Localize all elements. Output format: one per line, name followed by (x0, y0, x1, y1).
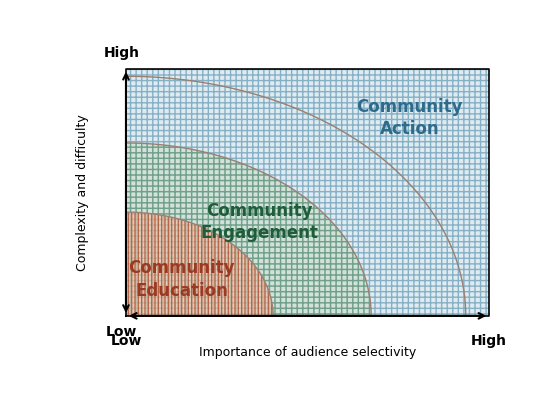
Bar (126, 69, 489, 316)
Text: Community
Education: Community Education (129, 259, 235, 300)
Text: High: High (471, 334, 507, 348)
Polygon shape (126, 143, 371, 316)
Polygon shape (126, 212, 273, 316)
Text: Community
Engagement: Community Engagement (200, 202, 318, 242)
Text: Complexity and difficulty: Complexity and difficulty (76, 114, 89, 271)
Bar (126, 69, 489, 316)
Text: High: High (104, 46, 140, 60)
Text: Importance of audience selectivity: Importance of audience selectivity (199, 346, 416, 359)
Text: Community
Action: Community Action (356, 98, 463, 138)
Text: Low: Low (110, 334, 142, 348)
Text: Low: Low (106, 325, 137, 339)
